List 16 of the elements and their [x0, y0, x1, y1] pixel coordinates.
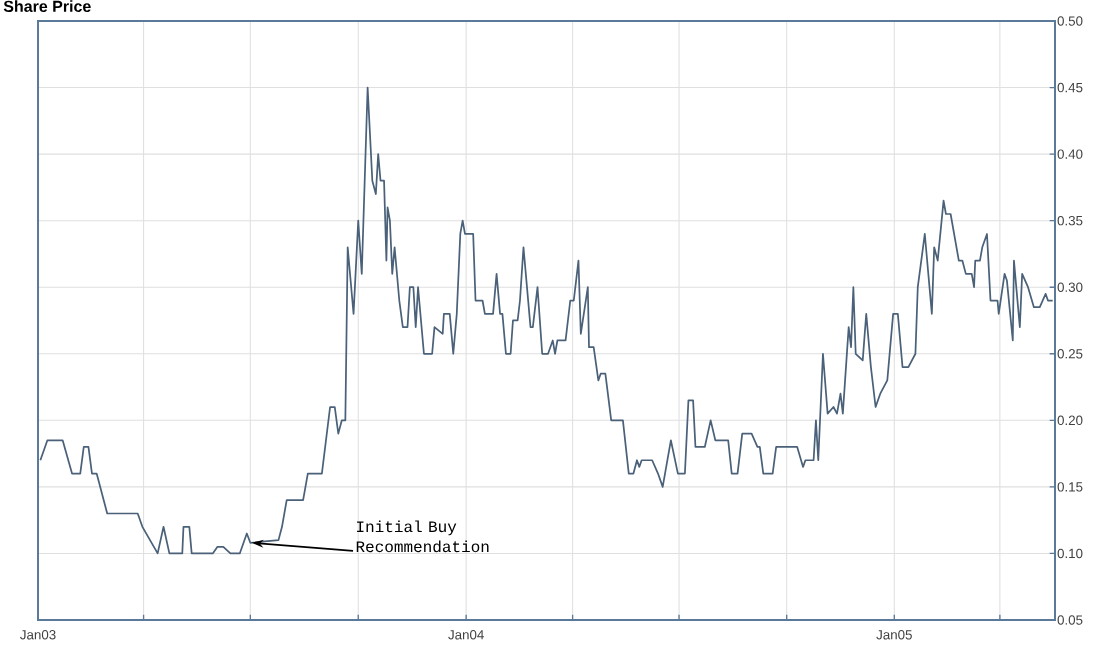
y-tick-label: 0.20	[1057, 415, 1083, 426]
y-tick-label: 0.45	[1057, 82, 1083, 93]
annotation: Initial Buy Recommendation	[356, 520, 489, 553]
x-tick-label: Jan04	[448, 630, 484, 640]
y-tick-label: 0.05	[1057, 615, 1083, 625]
y-tick-label: 0.35	[1057, 215, 1083, 226]
y-tick-label: 0.30	[1057, 282, 1083, 292]
line-series	[39, 86, 1054, 555]
x-tick-label: Jan05	[876, 630, 912, 640]
y-tick-label: 0.40	[1057, 149, 1083, 159]
chart-title: Share Price	[3, 0, 91, 12]
y-tick-label: 0.15	[1057, 482, 1083, 492]
y-tick-label: 0.10	[1057, 548, 1083, 559]
y-tick-label: 0.50	[1057, 16, 1083, 26]
x-tick-label: Jan03	[20, 630, 56, 640]
y-tick-label: 0.25	[1057, 349, 1083, 359]
